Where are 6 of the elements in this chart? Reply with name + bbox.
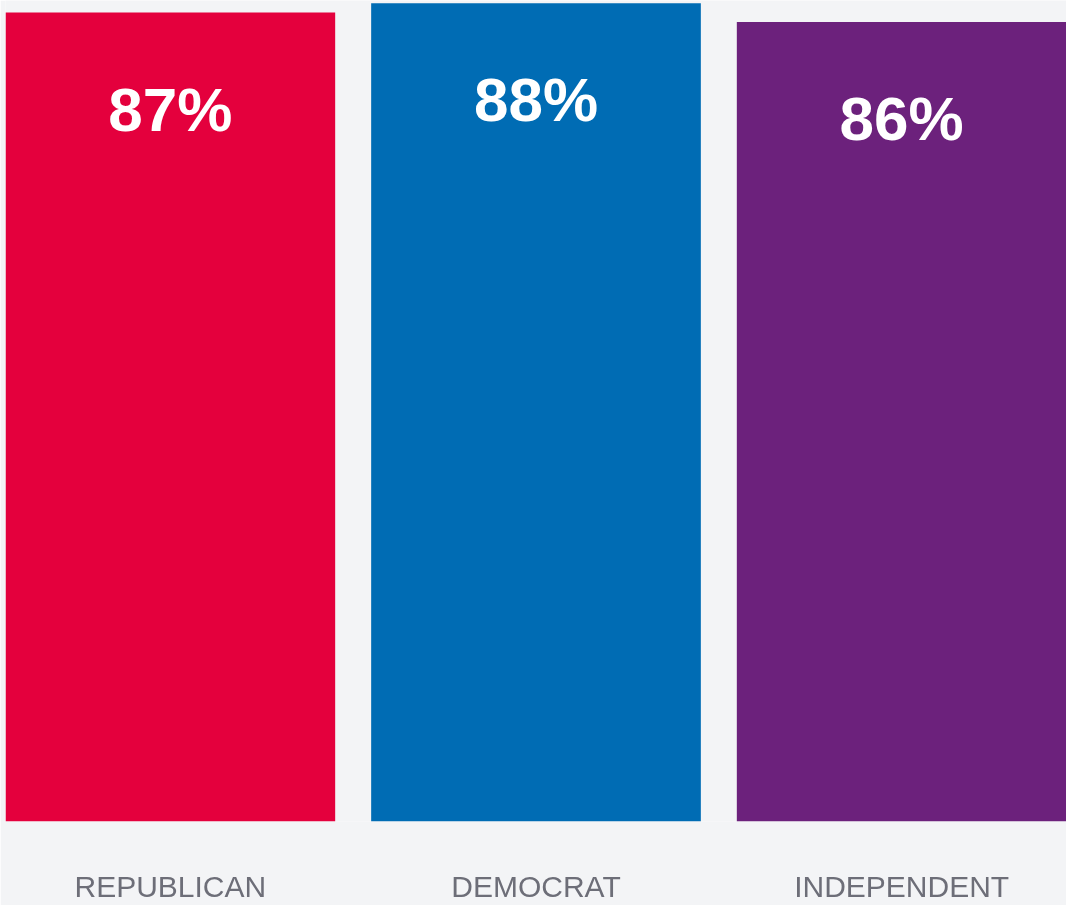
- data-label: 86%: [839, 83, 964, 153]
- data-label: 88%: [473, 65, 599, 135]
- x-tick-label: INDEPENDENT: [794, 869, 1010, 903]
- data-label: 87%: [108, 74, 233, 144]
- x-tick-label: REPUBLICAN: [74, 869, 267, 903]
- x-tick-label: DEMOCRAT: [451, 869, 621, 903]
